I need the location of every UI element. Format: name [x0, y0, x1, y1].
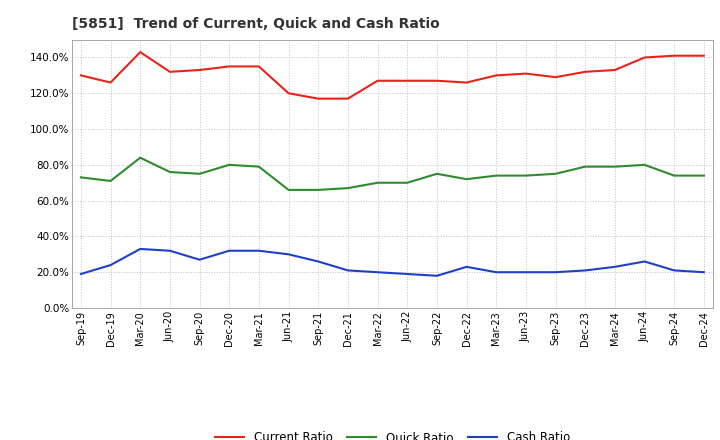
Current Ratio — [76, 73, 85, 78]
Quick Ratio — [255, 164, 264, 169]
Quick Ratio — [433, 171, 441, 176]
Current Ratio — [433, 78, 441, 84]
Current Ratio — [166, 69, 174, 74]
Current Ratio — [552, 74, 560, 80]
Quick Ratio — [195, 171, 204, 176]
Quick Ratio — [166, 169, 174, 175]
Cash Ratio — [552, 270, 560, 275]
Quick Ratio — [107, 178, 115, 183]
Quick Ratio — [521, 173, 530, 178]
Cash Ratio — [225, 248, 233, 253]
Current Ratio — [492, 73, 500, 78]
Current Ratio — [195, 67, 204, 73]
Current Ratio — [255, 64, 264, 69]
Current Ratio — [670, 53, 678, 59]
Cash Ratio — [521, 270, 530, 275]
Line: Cash Ratio: Cash Ratio — [81, 249, 704, 276]
Quick Ratio — [403, 180, 412, 185]
Cash Ratio — [107, 262, 115, 268]
Cash Ratio — [284, 252, 293, 257]
Cash Ratio — [700, 270, 708, 275]
Quick Ratio — [76, 175, 85, 180]
Quick Ratio — [700, 173, 708, 178]
Cash Ratio — [611, 264, 619, 269]
Cash Ratio — [640, 259, 649, 264]
Cash Ratio — [492, 270, 500, 275]
Current Ratio — [136, 49, 145, 55]
Cash Ratio — [373, 270, 382, 275]
Current Ratio — [373, 78, 382, 84]
Quick Ratio — [611, 164, 619, 169]
Quick Ratio — [552, 171, 560, 176]
Quick Ratio — [343, 186, 352, 191]
Cash Ratio — [76, 271, 85, 277]
Cash Ratio — [195, 257, 204, 262]
Current Ratio — [403, 78, 412, 84]
Quick Ratio — [640, 162, 649, 168]
Cash Ratio — [255, 248, 264, 253]
Line: Current Ratio: Current Ratio — [81, 52, 704, 99]
Current Ratio — [462, 80, 471, 85]
Cash Ratio — [403, 271, 412, 277]
Quick Ratio — [314, 187, 323, 193]
Cash Ratio — [462, 264, 471, 269]
Current Ratio — [640, 55, 649, 60]
Line: Quick Ratio: Quick Ratio — [81, 158, 704, 190]
Current Ratio — [107, 80, 115, 85]
Text: [5851]  Trend of Current, Quick and Cash Ratio: [5851] Trend of Current, Quick and Cash … — [72, 18, 440, 32]
Current Ratio — [343, 96, 352, 101]
Legend: Current Ratio, Quick Ratio, Cash Ratio: Current Ratio, Quick Ratio, Cash Ratio — [210, 427, 575, 440]
Quick Ratio — [225, 162, 233, 168]
Current Ratio — [225, 64, 233, 69]
Current Ratio — [581, 69, 590, 74]
Current Ratio — [611, 67, 619, 73]
Cash Ratio — [581, 268, 590, 273]
Quick Ratio — [581, 164, 590, 169]
Cash Ratio — [433, 273, 441, 279]
Quick Ratio — [136, 155, 145, 160]
Cash Ratio — [314, 259, 323, 264]
Quick Ratio — [462, 176, 471, 182]
Quick Ratio — [492, 173, 500, 178]
Current Ratio — [700, 53, 708, 59]
Current Ratio — [284, 91, 293, 96]
Current Ratio — [314, 96, 323, 101]
Current Ratio — [521, 71, 530, 76]
Quick Ratio — [373, 180, 382, 185]
Cash Ratio — [166, 248, 174, 253]
Cash Ratio — [670, 268, 678, 273]
Quick Ratio — [670, 173, 678, 178]
Cash Ratio — [136, 246, 145, 252]
Cash Ratio — [343, 268, 352, 273]
Quick Ratio — [284, 187, 293, 193]
